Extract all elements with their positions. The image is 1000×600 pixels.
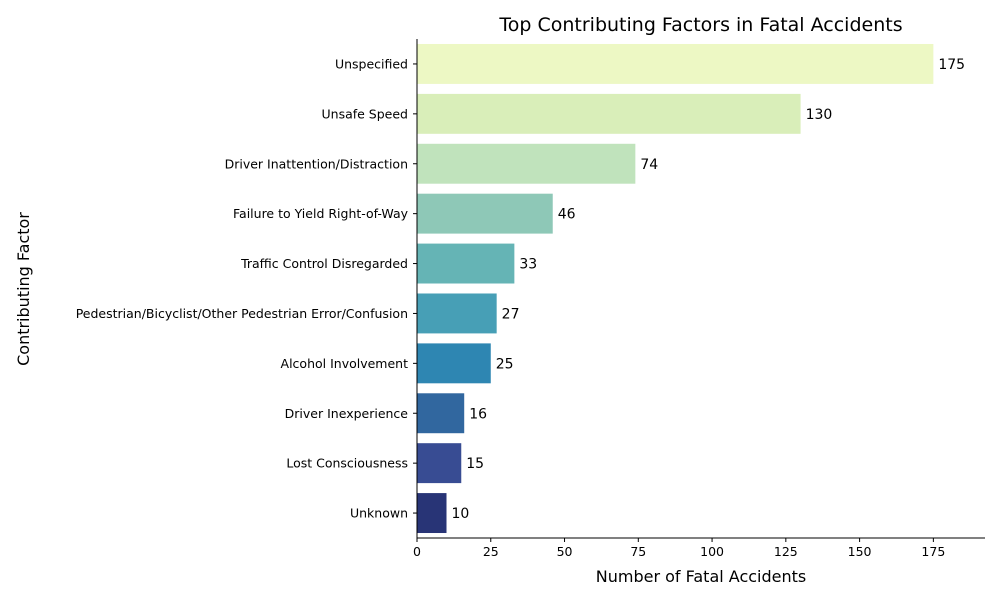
bar-value-label: 130: [806, 107, 833, 123]
y-tick-label: Unspecified: [335, 56, 408, 71]
bar-value-label: 25: [496, 356, 514, 372]
y-axis-ticks: Unspecified Unsafe Speed Driver Inattentio…: [76, 56, 417, 521]
bar-value-label: 16: [469, 406, 487, 422]
x-tick-label: 100: [700, 544, 724, 559]
bar: [417, 493, 447, 534]
y-tick-label: Unsafe Speed: [322, 106, 409, 121]
x-tick-label: 150: [848, 544, 872, 559]
bar: [417, 393, 465, 434]
y-tick-label: Alcohol Involvement: [281, 356, 409, 371]
bar: [417, 243, 515, 284]
x-tick-label: 75: [630, 544, 646, 559]
x-tick-label: 0: [413, 544, 421, 559]
x-tick-label: 50: [557, 544, 573, 559]
x-axis-ticks: 0 25 50 75 100 125 150 175: [413, 538, 945, 559]
y-tick-label: Lost Consciousness: [286, 456, 408, 471]
bar-value-label: 15: [466, 456, 484, 472]
x-tick-label: 25: [483, 544, 499, 559]
x-tick-label: 175: [921, 544, 945, 559]
bar: [417, 293, 497, 334]
bar: [417, 343, 491, 384]
bar: [417, 443, 462, 484]
bar-value-label: 46: [558, 207, 576, 223]
y-tick-label: Failure to Yield Right-of-Way: [233, 206, 409, 221]
y-tick-label: Traffic Control Disregarded: [240, 256, 408, 271]
y-tick-label: Pedestrian/Bicyclist/Other Pedestrian Er…: [76, 306, 408, 321]
x-tick-label: 125: [774, 544, 798, 559]
data-labels-group: 175 130 74 46 33 27 25 16 15 10: [452, 57, 966, 522]
y-tick-label: Driver Inattention/Distraction: [225, 156, 408, 171]
bar-value-label: 10: [452, 506, 470, 522]
x-axis-label: Number of Fatal Accidents: [596, 567, 806, 586]
bar: [417, 193, 553, 234]
bar-value-label: 33: [519, 257, 537, 273]
bars-group: [417, 43, 934, 534]
bar-value-label: 74: [640, 157, 658, 173]
y-tick-label: Driver Inexperience: [285, 406, 409, 421]
chart-title: Top Contributing Factors in Fatal Accide…: [498, 14, 902, 36]
y-tick-label: Unknown: [350, 506, 408, 521]
bar-value-label: 175: [938, 57, 965, 73]
bar: [417, 143, 636, 184]
bar: [417, 43, 934, 84]
bar-value-label: 27: [502, 306, 520, 322]
bar: [417, 93, 801, 134]
y-axis-label: Contributing Factor: [14, 212, 33, 366]
